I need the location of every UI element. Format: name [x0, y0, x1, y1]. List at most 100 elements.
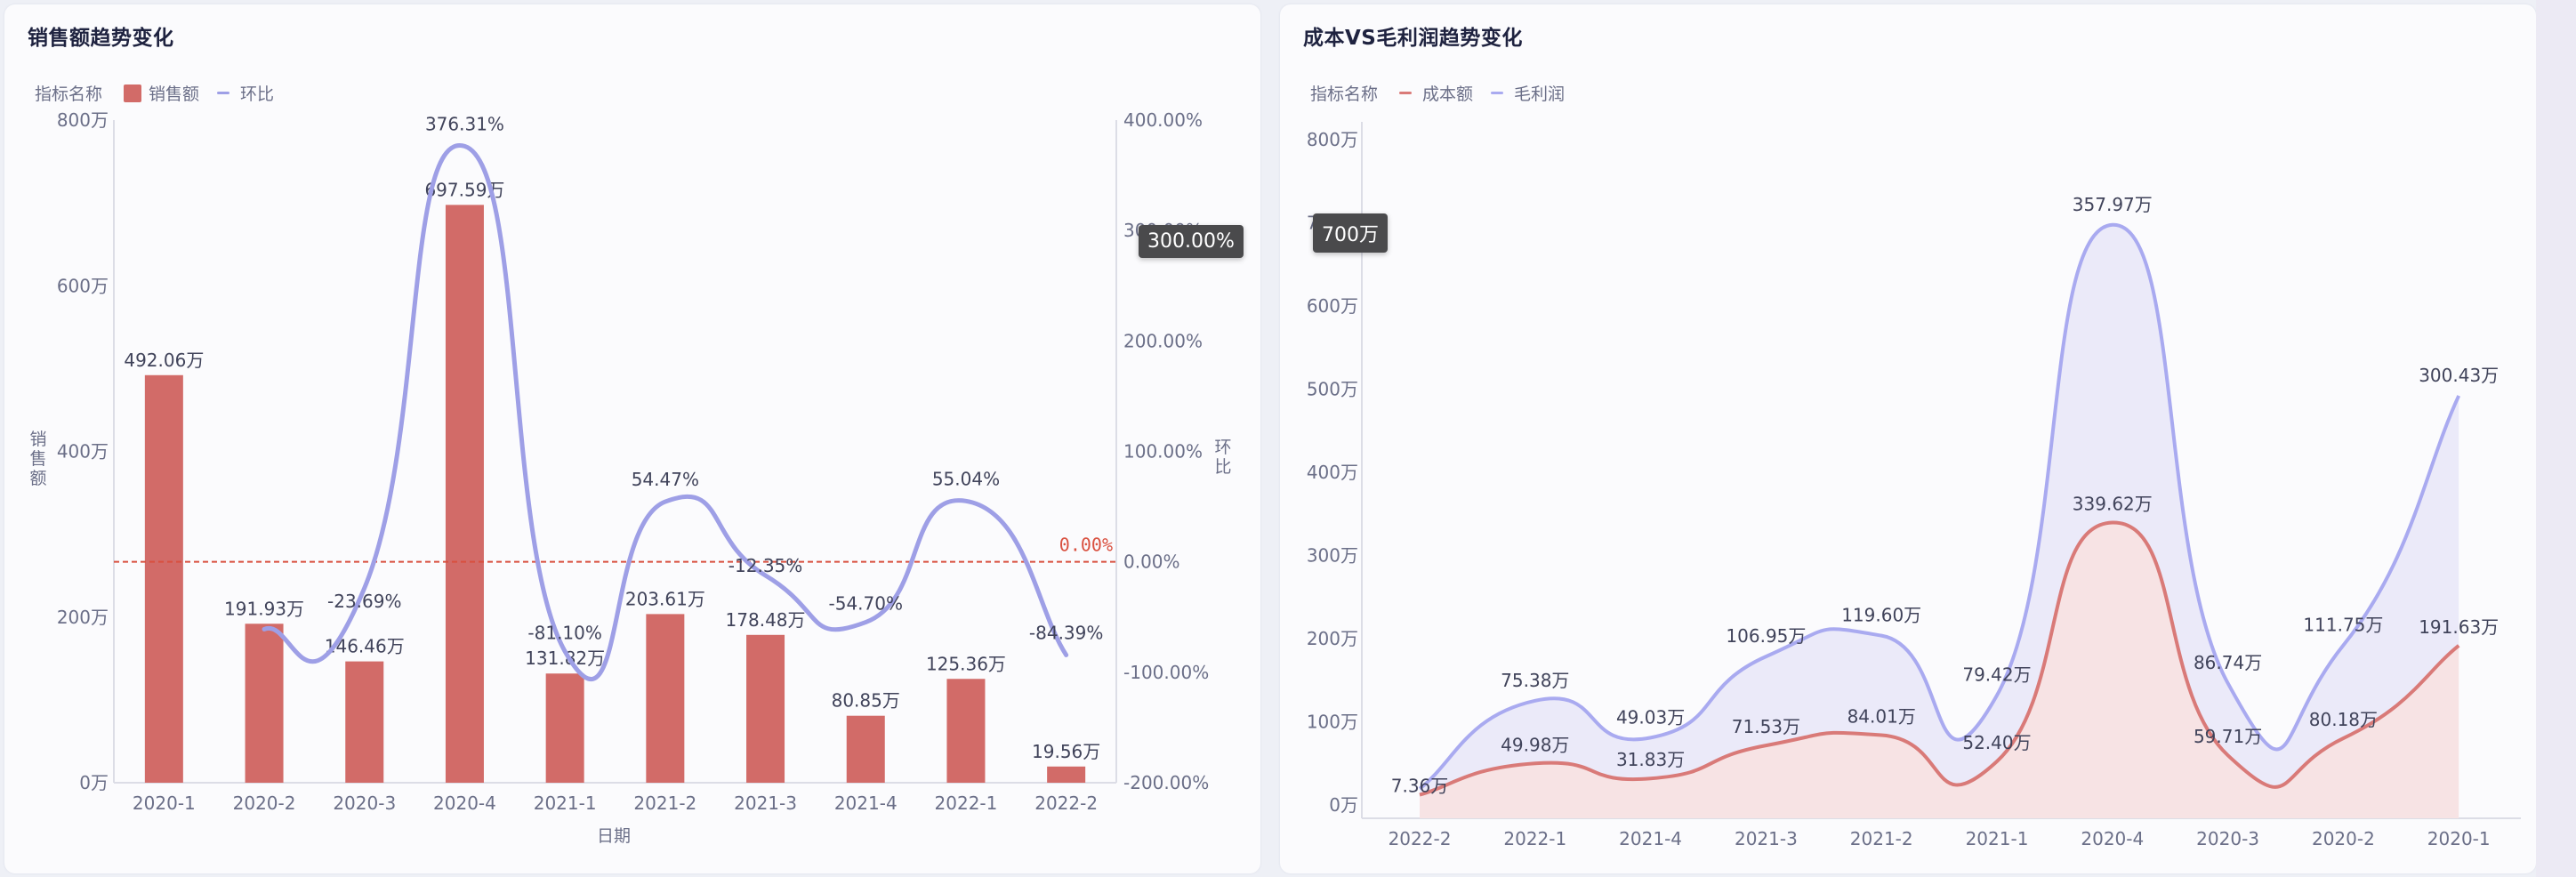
bar[interactable] — [545, 673, 584, 783]
bar[interactable] — [946, 679, 986, 783]
y-tick-label: 0万 — [1329, 794, 1358, 816]
x-tick-label: 2022-1 — [1503, 828, 1566, 849]
sales-combo-chart[interactable]: 0万 200万 400万 600万 800万 -200.00% -100.00% 0.00% 1… — [4, 4, 1260, 873]
cost-line[interactable] — [1419, 520, 2460, 797]
bar[interactable] — [846, 715, 885, 783]
profit-line[interactable] — [1418, 222, 2461, 791]
legend-label: 销售额 — [149, 84, 200, 104]
line-value-label: -23.69% — [327, 591, 401, 612]
cost-value-label: 80.18万 — [2309, 709, 2378, 730]
profit-value-label: 300.43万 — [2419, 365, 2499, 386]
legend-label: 毛利润 — [1514, 84, 1566, 104]
x-tick-label: 2021-1 — [534, 793, 597, 814]
bar[interactable] — [144, 374, 183, 783]
cost-value-label: 49.98万 — [1501, 734, 1569, 755]
panel-title: 成本VS毛利润趋势变化 — [1303, 27, 1523, 50]
legend-item-cost[interactable]: 成本额 — [1399, 81, 1473, 105]
legend-item-profit[interactable]: 毛利润 — [1491, 81, 1565, 105]
bar[interactable] — [746, 634, 785, 783]
bar-value-label: 178.48万 — [726, 609, 806, 631]
bar[interactable] — [646, 614, 685, 783]
y2-tick-label: -100.00% — [1123, 662, 1209, 683]
profit-value-label: 75.38万 — [1501, 670, 1569, 691]
bar[interactable] — [345, 661, 384, 783]
y2-tick-label: -200.00% — [1123, 772, 1209, 793]
axis-tooltip: 700万 — [1313, 213, 1388, 253]
legend-label: 环比 — [240, 84, 275, 104]
line-value-label: 376.31% — [425, 113, 504, 134]
line-value-label: -84.39% — [1029, 622, 1103, 643]
line-value-label: -81.10% — [527, 622, 601, 643]
cost-value-label: 59.71万 — [2194, 726, 2262, 747]
cost-value-label: 84.01万 — [1847, 705, 1916, 727]
bar-value-label: 191.93万 — [224, 598, 304, 619]
y-tick-label: 300万 — [1307, 545, 1358, 567]
bar-value-label: 203.61万 — [625, 588, 705, 609]
cost-value-label: 191.63万 — [2419, 616, 2499, 638]
y-tick-label: 500万 — [1307, 379, 1358, 400]
profit-value-label: 86.74万 — [2194, 652, 2262, 673]
x-tick-label: 2021-1 — [1966, 828, 2029, 849]
panel-title: 销售额趋势变化 — [28, 27, 174, 50]
x-axis-title: 日期 — [597, 826, 632, 846]
y-tick-label: 200万 — [1307, 628, 1358, 649]
y-tick-label: 600万 — [57, 275, 109, 296]
y-tick-label: 800万 — [57, 109, 109, 131]
bar[interactable] — [445, 205, 484, 783]
legend: 指标名称 成本额 毛利润 — [1310, 81, 1582, 105]
legend-title: 指标名称 — [35, 84, 103, 104]
bar-value-label: 80.85万 — [832, 690, 900, 712]
profit-value-label: 357.97万 — [2073, 194, 2153, 215]
legend-item-mom[interactable]: 环比 — [217, 81, 274, 105]
profit-value-label: 119.60万 — [1841, 605, 1921, 626]
bar[interactable] — [245, 624, 284, 783]
mark-line-label: 0.00% — [1059, 535, 1113, 556]
legend: 指标名称 销售额 环比 — [35, 81, 292, 105]
bar-swatch-icon — [124, 84, 142, 102]
sales-trend-panel: 销售额趋势变化 指标名称 销售额 环比 0万 200万 400万 600万 800万 -2… — [4, 4, 1260, 873]
profit-value-label: 49.03万 — [1616, 706, 1685, 728]
y-tick-label: 200万 — [57, 607, 109, 628]
cost-area — [1420, 522, 2459, 818]
x-tick-label: 2020-3 — [333, 793, 396, 814]
y-tick-label: 600万 — [1307, 295, 1358, 317]
y2-tick-label: 200.00% — [1123, 330, 1203, 351]
cost-value-label: 71.53万 — [1732, 716, 1800, 737]
x-tick-label: 2021-2 — [633, 793, 696, 814]
profit-area — [1420, 224, 2459, 795]
mom-line[interactable] — [262, 143, 1069, 681]
legend-item-sales[interactable]: 销售额 — [124, 81, 199, 105]
line-value-label: -12.35% — [729, 555, 802, 576]
y-tick-label: 400万 — [57, 441, 109, 463]
axis-tooltip: 300.00% — [1139, 225, 1244, 258]
line-value-label: 55.04% — [932, 468, 1000, 489]
bar[interactable] — [1047, 766, 1086, 783]
line-value-label: 54.47% — [632, 469, 699, 490]
x-tick-label: 2022-2 — [1034, 793, 1098, 814]
y-tick-label: 800万 — [1307, 129, 1358, 150]
cost-value-label: 52.40万 — [1962, 732, 2031, 753]
line-swatch-icon — [1491, 92, 1504, 94]
x-tick-label: 2022-1 — [935, 793, 998, 814]
legend-title: 指标名称 — [1310, 84, 1379, 104]
y-tick-label: 100万 — [1307, 712, 1358, 733]
x-tick-label: 2020-3 — [2196, 828, 2259, 849]
profit-value-label: 111.75万 — [2303, 615, 2383, 636]
x-tick-label: 2021-3 — [734, 793, 797, 814]
x-tick-label: 2020-1 — [2427, 828, 2491, 849]
profit-value-label: 106.95万 — [1726, 625, 1806, 647]
x-tick-label: 2020-1 — [133, 793, 196, 814]
y-tick-label: 0万 — [79, 772, 109, 793]
cost-value-label: 31.83万 — [1616, 749, 1685, 770]
bar-value-label: 19.56万 — [1032, 741, 1100, 762]
x-tick-label: 2021-3 — [1735, 828, 1798, 849]
cost-profit-area-chart[interactable]: 0万 100万 200万 300万 400万 500万 600万 700万 800万 2022-2… — [1280, 4, 2536, 873]
cost-profit-panel: 成本VS毛利润趋势变化 指标名称 成本额 毛利润 0万 100万 200万 300万 4… — [1280, 4, 2536, 873]
legend-label: 成本额 — [1422, 84, 1474, 104]
y-axis-title-right: 环比 — [1214, 438, 1232, 477]
y2-tick-label: 100.00% — [1123, 441, 1203, 463]
profit-value-label: 79.42万 — [1962, 664, 2031, 686]
y2-tick-label: 400.00% — [1123, 109, 1203, 131]
scrollbar-track[interactable] — [2536, 0, 2576, 877]
line-value-label: -54.70% — [829, 593, 903, 615]
